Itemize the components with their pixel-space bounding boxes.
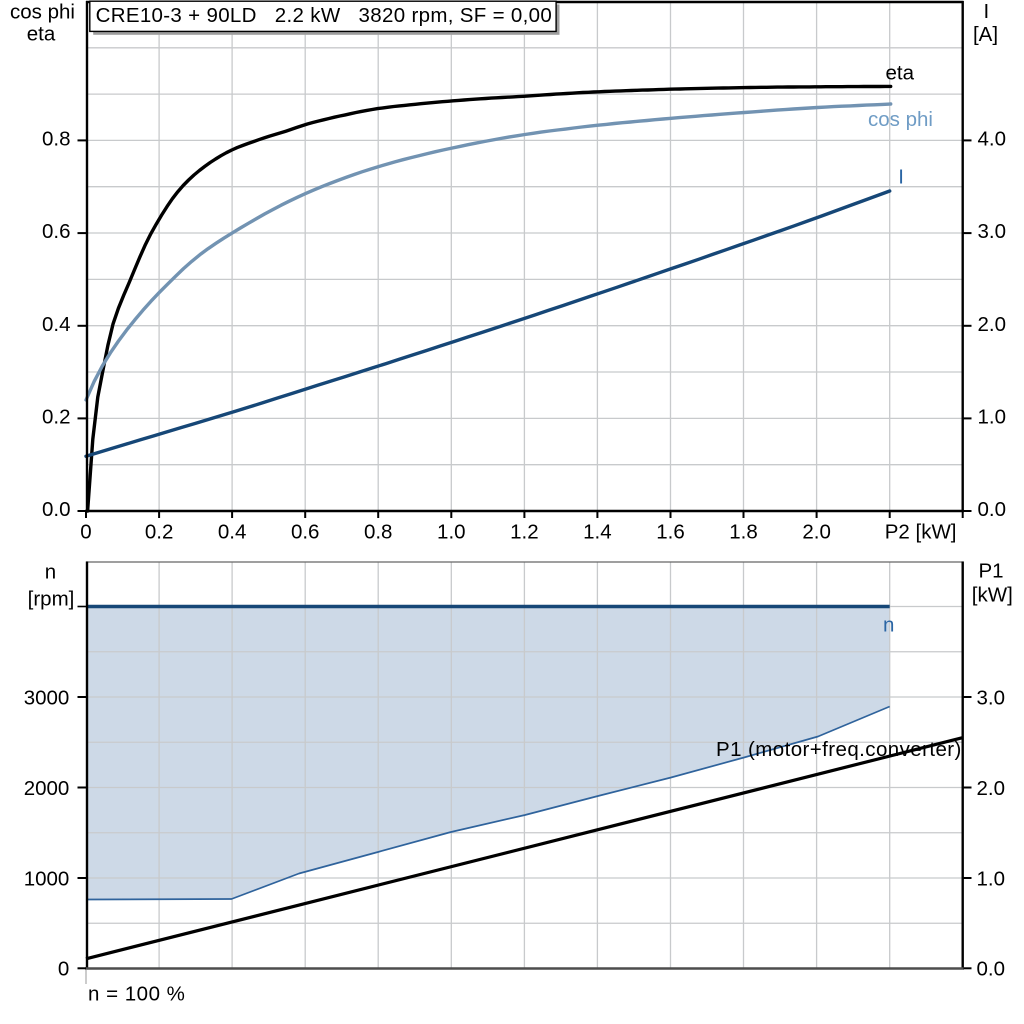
svg-text:0.6: 0.6 [291, 521, 320, 544]
svg-text:[rpm]: [rpm] [28, 587, 75, 610]
svg-text:0: 0 [58, 958, 69, 981]
svg-text:P1: P1 [978, 560, 1003, 583]
svg-text:0.0: 0.0 [977, 958, 1006, 981]
svg-text:0.2: 0.2 [145, 521, 174, 544]
svg-text:3.0: 3.0 [977, 686, 1006, 709]
svg-text:0.4: 0.4 [218, 521, 247, 544]
svg-text:2.0: 2.0 [977, 777, 1006, 800]
svg-text:1000: 1000 [24, 867, 70, 890]
svg-text:P2 [kW]: P2 [kW] [885, 521, 957, 544]
svg-text:0.6: 0.6 [42, 220, 71, 243]
svg-text:P1 (motor+freq.converter): P1 (motor+freq.converter) [716, 738, 962, 761]
svg-text:I: I [984, 0, 990, 23]
svg-text:1.2: 1.2 [510, 521, 539, 544]
svg-text:I: I [898, 166, 904, 189]
svg-text:n: n [45, 560, 56, 583]
svg-text:3.0: 3.0 [978, 220, 1007, 243]
svg-text:1.0: 1.0 [437, 521, 466, 544]
svg-text:1.6: 1.6 [656, 521, 685, 544]
svg-text:0.0: 0.0 [978, 498, 1007, 521]
svg-text:0.0: 0.0 [42, 498, 71, 521]
svg-text:1.0: 1.0 [977, 867, 1006, 890]
svg-text:4.0: 4.0 [978, 127, 1007, 150]
svg-text:n: n [883, 614, 894, 637]
svg-text:[A]: [A] [973, 23, 998, 46]
svg-text:1.0: 1.0 [978, 405, 1007, 428]
svg-text:0.8: 0.8 [364, 521, 393, 544]
svg-text:cos phi: cos phi [868, 108, 933, 131]
svg-text:1.8: 1.8 [729, 521, 758, 544]
svg-text:2.0: 2.0 [978, 313, 1007, 336]
svg-text:1.4: 1.4 [583, 521, 612, 544]
svg-text:0.4: 0.4 [42, 313, 71, 336]
svg-text:[kW]: [kW] [972, 584, 1013, 607]
svg-text:2.0: 2.0 [802, 521, 831, 544]
svg-text:2000: 2000 [24, 777, 70, 800]
svg-text:CRE10-3 + 90LD 2.2 kW 3820: CRE10-3 + 90LD 2.2 kW 3820 rpm, SF = 0,0… [96, 4, 553, 27]
svg-text:eta: eta [886, 62, 915, 85]
svg-text:0: 0 [80, 521, 91, 544]
svg-text:0.8: 0.8 [42, 127, 71, 150]
svg-text:3000: 3000 [24, 686, 70, 709]
svg-text:0.2: 0.2 [42, 405, 71, 428]
svg-text:cos phi: cos phi [10, 0, 75, 23]
svg-text:n = 100 %: n = 100 % [88, 983, 185, 1006]
svg-text:eta: eta [27, 23, 56, 46]
